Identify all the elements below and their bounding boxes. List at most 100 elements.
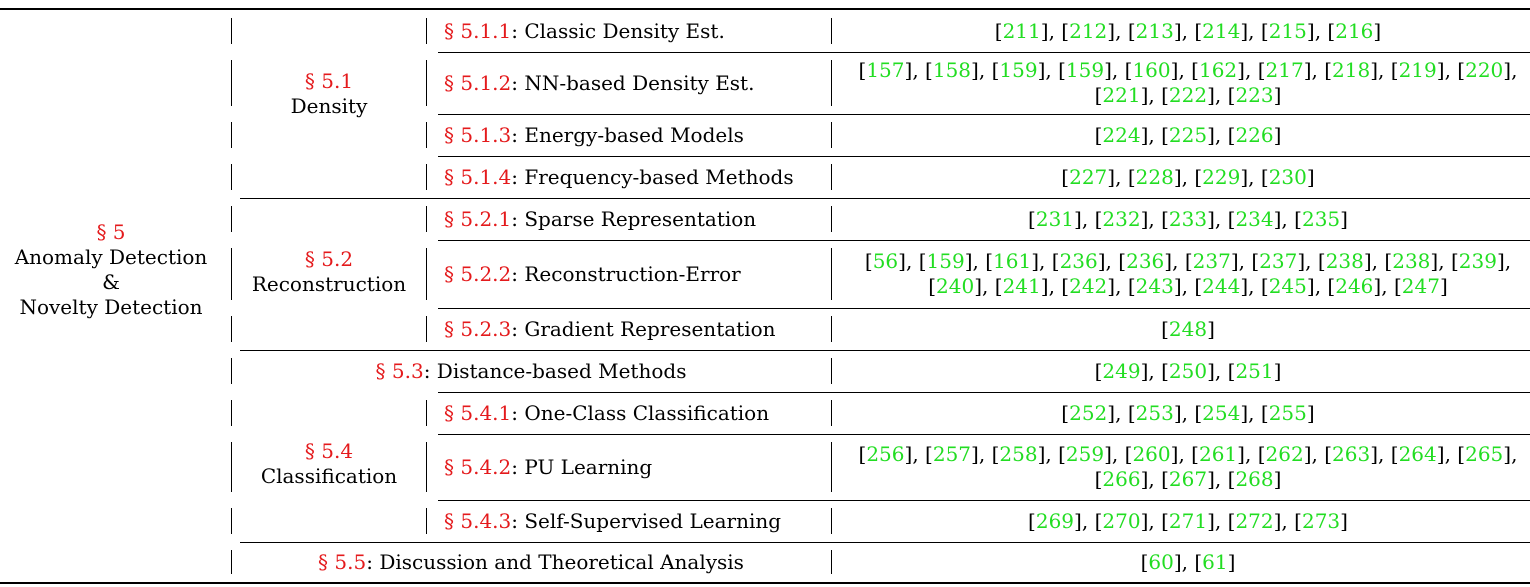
- citation-link[interactable]: 251: [1235, 358, 1274, 383]
- citation-link[interactable]: 229: [1202, 164, 1241, 189]
- citation-link[interactable]: 264: [1398, 442, 1437, 466]
- citation-link[interactable]: 231: [1035, 206, 1075, 231]
- citation-link[interactable]: 215: [1268, 18, 1307, 43]
- citation-link[interactable]: 222: [1168, 83, 1208, 107]
- section-link[interactable]: § 5.1.3: [444, 122, 512, 147]
- citation-link[interactable]: 161: [993, 249, 1032, 273]
- citation-link[interactable]: 241: [1002, 274, 1041, 298]
- citation-link[interactable]: 234: [1235, 206, 1274, 231]
- citation-link[interactable]: 56: [872, 249, 899, 273]
- group-section-link[interactable]: § 5.1: [304, 69, 354, 93]
- section-link[interactable]: § 5.4.1: [444, 400, 512, 425]
- citation-link[interactable]: 258: [999, 442, 1038, 466]
- section-link[interactable]: § 5.1.1: [444, 18, 512, 43]
- group-section-link[interactable]: § 5.4: [304, 439, 354, 463]
- references-cell: [224], [225], [226]: [846, 114, 1530, 156]
- citation-link[interactable]: 273: [1301, 508, 1341, 533]
- citation-link[interactable]: 235: [1301, 206, 1341, 231]
- references-line: [248]: [1161, 316, 1215, 341]
- citation-link[interactable]: 162: [1198, 58, 1238, 82]
- citation-link[interactable]: 270: [1102, 508, 1141, 533]
- citation-link[interactable]: 243: [1135, 274, 1174, 298]
- citation-link[interactable]: 211: [1002, 18, 1041, 43]
- citation-link[interactable]: 159: [1065, 58, 1105, 82]
- horizontal-rule: [438, 392, 1530, 393]
- citation-link[interactable]: 240: [936, 274, 975, 298]
- horizontal-rule: [240, 542, 1530, 543]
- section-link[interactable]: § 5.5: [318, 549, 367, 574]
- citation-link[interactable]: 157: [866, 58, 905, 82]
- root-section-link[interactable]: § 5: [96, 220, 126, 244]
- group-section-link[interactable]: § 5.2: [304, 247, 354, 271]
- citation-link[interactable]: 221: [1102, 83, 1141, 107]
- citation-link[interactable]: 247: [1401, 274, 1440, 298]
- citation-link[interactable]: 256: [866, 442, 905, 466]
- citation-link[interactable]: 250: [1168, 358, 1208, 383]
- section-link[interactable]: § 5.2.1: [444, 206, 512, 231]
- citation-link[interactable]: 254: [1202, 400, 1241, 425]
- citation-link[interactable]: 266: [1102, 467, 1141, 491]
- citation-link[interactable]: 218: [1332, 58, 1371, 82]
- citation-link[interactable]: 238: [1325, 249, 1364, 273]
- citation-link[interactable]: 227: [1069, 164, 1108, 189]
- citation-link[interactable]: 248: [1168, 316, 1208, 341]
- citation-link[interactable]: 244: [1202, 274, 1241, 298]
- references-line: [211], [212], [213], [214], [215], [216]: [994, 18, 1382, 43]
- citation-link[interactable]: 233: [1168, 206, 1208, 231]
- citation-link[interactable]: 249: [1102, 358, 1141, 383]
- citation-link[interactable]: 260: [1132, 442, 1171, 466]
- citation-link[interactable]: 262: [1265, 442, 1304, 466]
- citation-link[interactable]: 267: [1168, 467, 1208, 491]
- section-link[interactable]: § 5.3: [375, 358, 424, 383]
- citation-link[interactable]: 219: [1398, 58, 1437, 82]
- citation-link[interactable]: 216: [1335, 18, 1374, 43]
- horizontal-rule: [438, 156, 1530, 157]
- section-link[interactable]: § 5.2.3: [444, 316, 512, 341]
- citation-link[interactable]: 265: [1465, 442, 1504, 466]
- citation-link[interactable]: 253: [1135, 400, 1174, 425]
- citation-link[interactable]: 228: [1135, 164, 1174, 189]
- citation-link[interactable]: 220: [1465, 58, 1504, 82]
- citation-link[interactable]: 269: [1035, 508, 1075, 533]
- citation-link[interactable]: 236: [1126, 249, 1165, 273]
- citation-link[interactable]: 237: [1259, 249, 1298, 273]
- citation-link[interactable]: 246: [1335, 274, 1374, 298]
- section-link[interactable]: § 5.4.3: [444, 508, 512, 533]
- citation-link[interactable]: 263: [1332, 442, 1371, 466]
- section-link[interactable]: § 5.1.4: [444, 164, 512, 189]
- citation-link[interactable]: 257: [932, 442, 972, 466]
- citation-link[interactable]: 237: [1192, 249, 1231, 273]
- references-cell: [60], [61]: [846, 542, 1530, 582]
- section-link[interactable]: § 5.4.2: [444, 454, 512, 479]
- citation-link[interactable]: 160: [1132, 58, 1171, 82]
- citation-link[interactable]: 268: [1235, 467, 1274, 491]
- citation-link[interactable]: 61: [1202, 549, 1228, 574]
- citation-link[interactable]: 272: [1235, 508, 1274, 533]
- citation-link[interactable]: 271: [1168, 508, 1208, 533]
- citation-link[interactable]: 259: [1065, 442, 1105, 466]
- citation-link[interactable]: 159: [926, 249, 965, 273]
- section-link[interactable]: § 5.1.2: [444, 70, 512, 95]
- section-link[interactable]: § 5.2.2: [444, 261, 512, 286]
- citation-link[interactable]: 214: [1202, 18, 1241, 43]
- citation-link[interactable]: 252: [1069, 400, 1108, 425]
- citation-link[interactable]: 255: [1268, 400, 1307, 425]
- citation-link[interactable]: 230: [1268, 164, 1307, 189]
- citation-link[interactable]: 239: [1458, 249, 1497, 273]
- citation-link[interactable]: 236: [1059, 249, 1098, 273]
- citation-link[interactable]: 242: [1069, 274, 1108, 298]
- citation-link[interactable]: 232: [1102, 206, 1141, 231]
- citation-link[interactable]: 225: [1168, 122, 1208, 147]
- citation-link[interactable]: 224: [1102, 122, 1141, 147]
- citation-link[interactable]: 261: [1198, 442, 1238, 466]
- citation-link[interactable]: 212: [1069, 18, 1108, 43]
- citation-link[interactable]: 60: [1148, 549, 1174, 574]
- citation-link[interactable]: 226: [1235, 122, 1274, 147]
- citation-link[interactable]: 158: [932, 58, 972, 82]
- citation-link[interactable]: 245: [1268, 274, 1307, 298]
- citation-link[interactable]: 223: [1235, 83, 1274, 107]
- citation-link[interactable]: 238: [1392, 249, 1431, 273]
- citation-link[interactable]: 213: [1135, 18, 1174, 43]
- citation-link[interactable]: 217: [1265, 58, 1304, 82]
- citation-link[interactable]: 159: [999, 58, 1038, 82]
